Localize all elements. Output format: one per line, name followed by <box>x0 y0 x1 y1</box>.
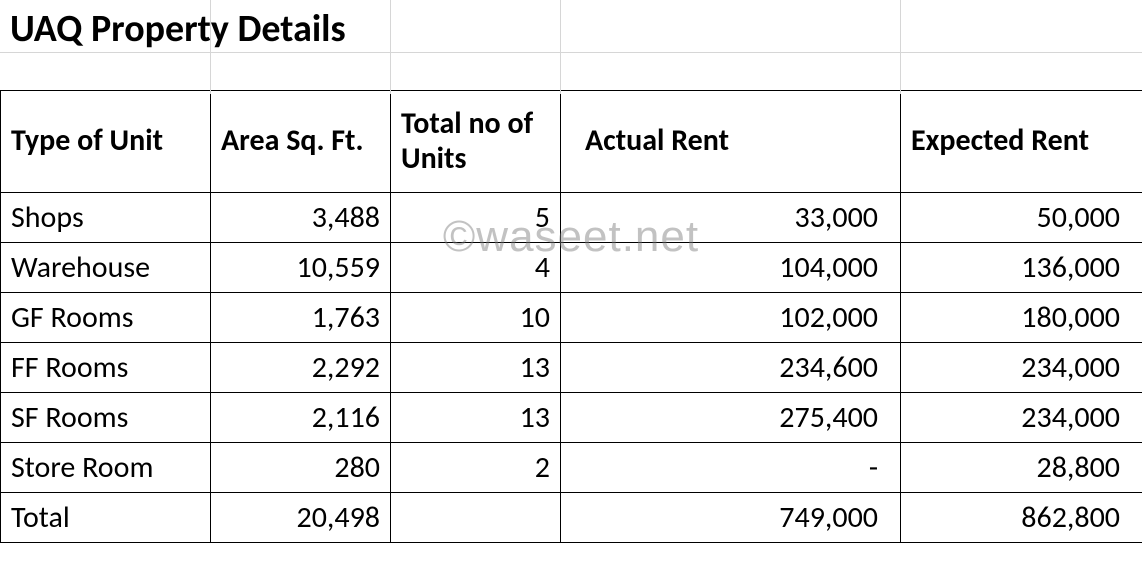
cell-actual: - <box>561 443 901 493</box>
cell-actual: 275,400 <box>561 393 901 443</box>
cell-units: 13 <box>391 393 561 443</box>
cell-expected: 234,000 <box>901 343 1142 393</box>
cell-expected: 180,000 <box>901 293 1142 343</box>
cell-expected: 28,800 <box>901 443 1142 493</box>
cell-expected: 234,000 <box>901 393 1142 443</box>
table-row: SF Rooms 2,116 13 275,400 234,000 <box>1 393 1142 443</box>
cell-type: Store Room <box>1 443 211 493</box>
col-header-actual-rent: Actual Rent <box>561 91 901 193</box>
cell-units: 10 <box>391 293 561 343</box>
table-header-row: Type of Unit Area Sq. Ft. Total no of Un… <box>1 91 1142 193</box>
cell-area: 10,559 <box>211 243 391 293</box>
cell-type: SF Rooms <box>1 393 211 443</box>
cell-expected: 862,800 <box>901 493 1142 543</box>
cell-type: GF Rooms <box>1 293 211 343</box>
cell-actual: 102,000 <box>561 293 901 343</box>
cell-type: Total <box>1 493 211 543</box>
cell-area: 1,763 <box>211 293 391 343</box>
cell-units: 13 <box>391 343 561 393</box>
table-row: FF Rooms 2,292 13 234,600 234,000 <box>1 343 1142 393</box>
cell-units: 4 <box>391 243 561 293</box>
cell-area: 3,488 <box>211 193 391 243</box>
cell-actual: 749,000 <box>561 493 901 543</box>
table-row: Shops 3,488 5 33,000 50,000 <box>1 193 1142 243</box>
cell-actual: 234,600 <box>561 343 901 393</box>
cell-type: Shops <box>1 193 211 243</box>
cell-expected: 136,000 <box>901 243 1142 293</box>
col-header-units: Total no of Units <box>391 91 561 193</box>
cell-area: 280 <box>211 443 391 493</box>
cell-actual: 33,000 <box>561 193 901 243</box>
cell-actual: 104,000 <box>561 243 901 293</box>
property-table: Type of Unit Area Sq. Ft. Total no of Un… <box>0 90 1142 543</box>
table-row-total: Total 20,498 749,000 862,800 <box>1 493 1142 543</box>
cell-expected: 50,000 <box>901 193 1142 243</box>
cell-type: FF Rooms <box>1 343 211 393</box>
col-header-area: Area Sq. Ft. <box>211 91 391 193</box>
col-header-type: Type of Unit <box>1 91 211 193</box>
table-row: Store Room 280 2 - 28,800 <box>1 443 1142 493</box>
cell-area: 2,116 <box>211 393 391 443</box>
table-row: GF Rooms 1,763 10 102,000 180,000 <box>1 293 1142 343</box>
cell-area: 2,292 <box>211 343 391 393</box>
col-header-expected-rent: Expected Rent <box>901 91 1142 193</box>
table-row: Warehouse 10,559 4 104,000 136,000 <box>1 243 1142 293</box>
cell-area: 20,498 <box>211 493 391 543</box>
cell-units: 2 <box>391 443 561 493</box>
cell-units <box>391 493 561 543</box>
spacer <box>0 52 1142 90</box>
cell-units: 5 <box>391 193 561 243</box>
page-title: UAQ Property Details <box>0 0 1142 52</box>
cell-type: Warehouse <box>1 243 211 293</box>
